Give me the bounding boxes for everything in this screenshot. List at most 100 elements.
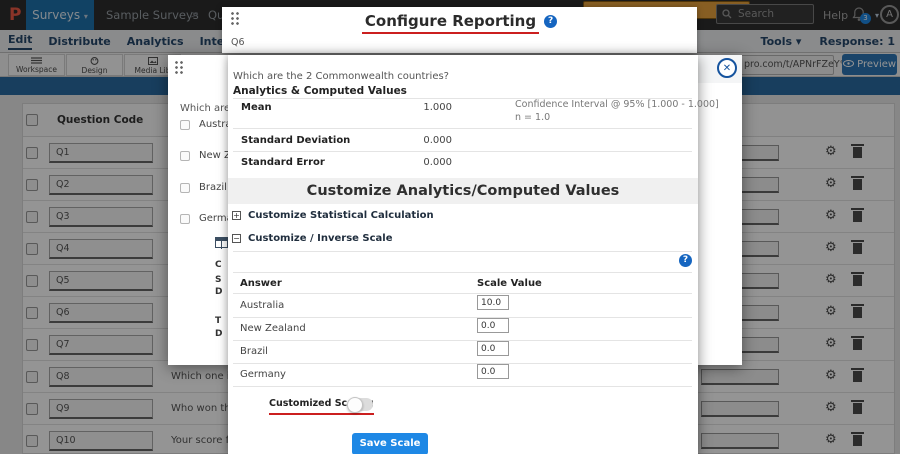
column-header-answer: Answer (240, 278, 282, 289)
question-code-input[interactable]: Q5 (49, 271, 153, 291)
trash-icon[interactable] (851, 336, 864, 350)
tab-analytics[interactable]: Analytics (126, 35, 184, 48)
clipped-text: D (215, 329, 223, 339)
scale-value-input[interactable] (477, 364, 509, 379)
question-code-input[interactable]: Q1 (49, 143, 153, 163)
question-code-input[interactable]: Q8 (49, 367, 153, 387)
design-palette-icon (90, 57, 99, 65)
answer-name: Australia (240, 300, 285, 311)
trash-icon[interactable] (851, 240, 864, 254)
section-statistical-calculation[interactable]: + Customize Statistical Calculation (232, 210, 434, 221)
search-box[interactable] (716, 4, 814, 24)
trash-icon[interactable] (851, 304, 864, 318)
drag-handle-icon[interactable] (174, 60, 185, 76)
survey-url-value: pro.com/t/APNrFZeY (744, 59, 840, 70)
scale-value-input[interactable] (477, 295, 509, 310)
expand-plus-icon[interactable]: + (232, 211, 241, 220)
answer-option[interactable]: New Zeal (180, 150, 246, 161)
clipped-text: T (215, 316, 222, 326)
question-code-input[interactable]: Q2 (49, 175, 153, 195)
breadcrumb-sample-surveys[interactable]: Sample Surveys (106, 8, 199, 22)
answer-option-label: Australia (199, 119, 244, 130)
answer-name: New Zealand (240, 323, 306, 334)
question-code-input[interactable]: Q3 (49, 207, 153, 227)
trash-icon[interactable] (851, 144, 864, 158)
analytics-heading: Analytics & Computed Values (233, 85, 407, 97)
checkbox-icon[interactable] (180, 119, 190, 130)
trash-icon[interactable] (851, 176, 864, 190)
table-grid-icon (215, 237, 228, 249)
gear-icon[interactable]: ⚙ (825, 400, 837, 415)
tab-media-library[interactable]: Media Lib (124, 54, 181, 76)
tab-workspace[interactable]: Workspace (8, 54, 65, 76)
tab-design[interactable]: Design (66, 54, 123, 76)
trash-icon[interactable] (851, 400, 864, 414)
gear-icon[interactable]: ⚙ (825, 432, 837, 447)
question-code-input[interactable]: Q9 (49, 399, 153, 419)
checkbox-icon[interactable] (180, 150, 190, 161)
row-checkbox[interactable] (26, 371, 38, 383)
gear-icon[interactable]: ⚙ (825, 336, 837, 351)
gear-icon[interactable]: ⚙ (825, 208, 837, 223)
gear-icon[interactable]: ⚙ (825, 240, 837, 255)
scale-value-input[interactable] (477, 341, 509, 356)
row-input[interactable] (701, 433, 779, 449)
row-checkbox[interactable] (26, 307, 38, 319)
collapse-minus-icon[interactable]: − (232, 234, 241, 243)
trash-icon[interactable] (851, 432, 864, 446)
help-link[interactable]: Help (823, 9, 849, 22)
surveys-menu[interactable]: Surveys ▾ (26, 0, 94, 30)
tab-media-library-label: Media Lib (134, 66, 171, 75)
analytics-panel: Which are the 2 Commonwealth countries? … (228, 55, 719, 454)
clipped-text: D (215, 287, 223, 297)
section-inverse-scale[interactable]: − Customize / Inverse Scale (232, 233, 393, 244)
row-input[interactable] (701, 369, 779, 385)
help-icon[interactable]: ? (679, 254, 692, 267)
gear-icon[interactable]: ⚙ (825, 144, 837, 159)
search-input[interactable] (736, 7, 808, 21)
question-code-input[interactable]: Q4 (49, 239, 153, 259)
trash-icon[interactable] (851, 208, 864, 222)
scale-value-input[interactable] (477, 318, 509, 333)
checkbox-icon[interactable] (180, 213, 190, 224)
close-icon[interactable]: ✕ (717, 58, 737, 78)
trash-icon[interactable] (851, 368, 864, 382)
row-checkbox[interactable] (26, 403, 38, 415)
question-code-input[interactable]: Q6 (49, 303, 153, 323)
help-icon[interactable]: ? (544, 15, 558, 28)
question-code-input[interactable]: Q10 (49, 431, 153, 451)
drag-handle-icon[interactable] (230, 11, 241, 27)
checkbox-icon[interactable] (180, 182, 190, 193)
row-checkbox[interactable] (26, 211, 38, 223)
gear-icon[interactable]: ⚙ (825, 176, 837, 191)
preview-button[interactable]: Preview (842, 54, 897, 75)
row-checkbox[interactable] (26, 147, 38, 159)
answer-option[interactable]: Germany (180, 213, 245, 224)
row-checkbox[interactable] (26, 435, 38, 447)
response-count[interactable]: Response: 1 (819, 35, 895, 48)
question-code-input[interactable]: Q7 (49, 335, 153, 355)
row-checkbox[interactable] (26, 243, 38, 255)
tab-distribute[interactable]: Distribute (48, 35, 111, 48)
answer-option[interactable]: Brazil (180, 182, 227, 193)
answer-option[interactable]: Australia (180, 119, 243, 130)
gear-icon[interactable]: ⚙ (825, 368, 837, 383)
row-checkbox[interactable] (26, 275, 38, 287)
tab-edit[interactable]: Edit (8, 33, 33, 50)
row-input[interactable] (701, 401, 779, 417)
tools-menu[interactable]: Tools ▾ (760, 35, 802, 48)
gear-icon[interactable]: ⚙ (825, 304, 837, 319)
question-text: Your score for S (171, 435, 249, 446)
avatar[interactable]: A (880, 5, 899, 24)
customized-scaling-toggle[interactable] (347, 397, 373, 413)
chevron-down-icon[interactable]: ▾ (875, 11, 880, 20)
breadcrumb-current: Qu (208, 8, 225, 22)
stat-value: 0.000 (423, 135, 452, 146)
bell-icon[interactable] (852, 7, 866, 26)
trash-icon[interactable] (851, 272, 864, 286)
save-scale-values-button[interactable]: Save Scale Values (352, 433, 428, 454)
row-checkbox[interactable] (26, 339, 38, 351)
row-checkbox[interactable] (26, 179, 38, 191)
select-all-checkbox[interactable] (26, 114, 38, 126)
gear-icon[interactable]: ⚙ (825, 272, 837, 287)
